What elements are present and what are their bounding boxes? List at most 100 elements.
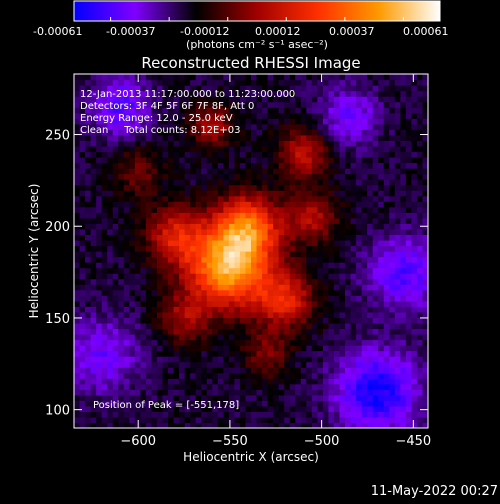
- heatmap-cell: [400, 339, 407, 346]
- heatmap-cell: [85, 129, 92, 136]
- heatmap-cell: [267, 345, 274, 352]
- heatmap-cell: [145, 262, 153, 269]
- heatmap-cell: [118, 85, 125, 92]
- heatmap-cell: [134, 195, 141, 202]
- heatmap-cell: [328, 162, 335, 169]
- heatmap-cell: [118, 339, 125, 346]
- heatmap-cell: [295, 383, 302, 390]
- heatmap-cell: [284, 339, 291, 346]
- heatmap-cell: [212, 333, 219, 341]
- heatmap-cell: [151, 278, 158, 285]
- heatmap-cell: [284, 378, 291, 385]
- heatmap-cell: [107, 206, 114, 213]
- heatmap-cell: [295, 228, 302, 236]
- heatmap-cell: [394, 85, 401, 92]
- heatmap-cell: [251, 107, 258, 114]
- heatmap-cell: [339, 179, 346, 186]
- heatmap-cell: [416, 372, 424, 379]
- heatmap-cell: [367, 400, 374, 407]
- heatmap-cell: [389, 179, 396, 186]
- heatmap-cell: [123, 311, 130, 318]
- heatmap-cell: [245, 212, 252, 219]
- heatmap-cell: [345, 383, 352, 390]
- heatmap-cell: [317, 339, 324, 346]
- heatmap: [74, 74, 428, 428]
- heatmap-cell: [289, 140, 296, 147]
- heatmap-cell: [256, 123, 263, 130]
- heatmap-cell: [112, 333, 119, 341]
- heatmap-cell: [140, 123, 147, 130]
- heatmap-cell: [201, 245, 208, 252]
- heatmap-cell: [140, 339, 147, 346]
- heatmap-cell: [96, 179, 103, 186]
- heatmap-cell: [383, 383, 390, 390]
- heatmap-cell: [300, 367, 307, 374]
- x-axis-label: Heliocentric X (arcsec): [183, 450, 319, 464]
- heatmap-cell: [85, 367, 92, 374]
- heatmap-cell: [405, 173, 413, 180]
- heatmap-cell: [300, 383, 307, 390]
- heatmap-cell: [333, 383, 341, 390]
- heatmap-cell: [256, 223, 263, 230]
- heatmap-cell: [245, 378, 252, 385]
- heatmap-cell: [317, 239, 324, 247]
- heatmap-cell: [333, 245, 341, 252]
- heatmap-cell: [262, 333, 269, 341]
- heatmap-cell: [322, 201, 330, 208]
- heatmap-cell: [134, 350, 141, 357]
- heatmap-cell: [184, 306, 191, 313]
- heatmap-cell: [195, 112, 202, 119]
- heatmap-cell: [289, 234, 296, 241]
- heatmap-cell: [300, 179, 307, 186]
- heatmap-cell: [333, 228, 341, 236]
- heatmap-cell: [295, 179, 302, 186]
- heatmap-cell: [389, 228, 396, 236]
- heatmap-cell: [400, 96, 407, 103]
- heatmap-cell: [162, 289, 169, 296]
- heatmap-cell: [129, 173, 136, 180]
- heatmap-cell: [273, 278, 280, 285]
- heatmap-cell: [96, 151, 103, 158]
- heatmap-cell: [134, 90, 141, 97]
- heatmap-cell: [383, 90, 390, 97]
- heatmap-cell: [345, 339, 352, 346]
- heatmap-cell: [367, 372, 374, 379]
- heatmap-cell: [378, 306, 385, 313]
- heatmap-cell: [356, 389, 363, 396]
- heatmap-cell: [107, 350, 114, 357]
- heatmap-cell: [372, 156, 379, 164]
- heatmap-cell: [129, 79, 136, 86]
- heatmap-cell: [156, 118, 164, 125]
- heatmap-cell: [345, 378, 352, 385]
- heatmap-cell: [278, 422, 285, 428]
- heatmap-cell: [239, 85, 247, 92]
- heatmap-cell: [333, 101, 341, 108]
- heatmap-cell: [162, 267, 169, 274]
- heatmap-cell: [416, 173, 424, 180]
- heatmap-cell: [394, 411, 401, 418]
- heatmap-cell: [411, 162, 418, 169]
- heatmap-cell: [267, 190, 274, 197]
- heatmap-cell: [416, 284, 424, 291]
- heatmap-cell: [339, 339, 346, 346]
- heatmap-cell: [184, 339, 191, 346]
- heatmap-cell: [134, 212, 141, 219]
- heatmap-cell: [245, 322, 252, 330]
- heatmap-cell: [234, 156, 241, 164]
- heatmap-cell: [118, 378, 125, 385]
- heatmap-cell: [134, 322, 141, 330]
- heatmap-cell: [422, 284, 428, 291]
- heatmap-cell: [234, 173, 241, 180]
- heatmap-cell: [295, 378, 302, 385]
- heatmap-cell: [228, 378, 236, 385]
- heatmap-cell: [422, 96, 428, 103]
- heatmap-cell: [223, 134, 230, 141]
- heatmap-cell: [289, 85, 296, 92]
- heatmap-cell: [129, 328, 136, 335]
- heatmap-cell: [217, 107, 224, 114]
- heatmap-cell: [394, 317, 401, 324]
- heatmap-cell: [367, 422, 374, 428]
- heatmap-cell: [284, 367, 291, 374]
- heatmap-cell: [145, 311, 153, 318]
- heatmap-cell: [389, 239, 396, 247]
